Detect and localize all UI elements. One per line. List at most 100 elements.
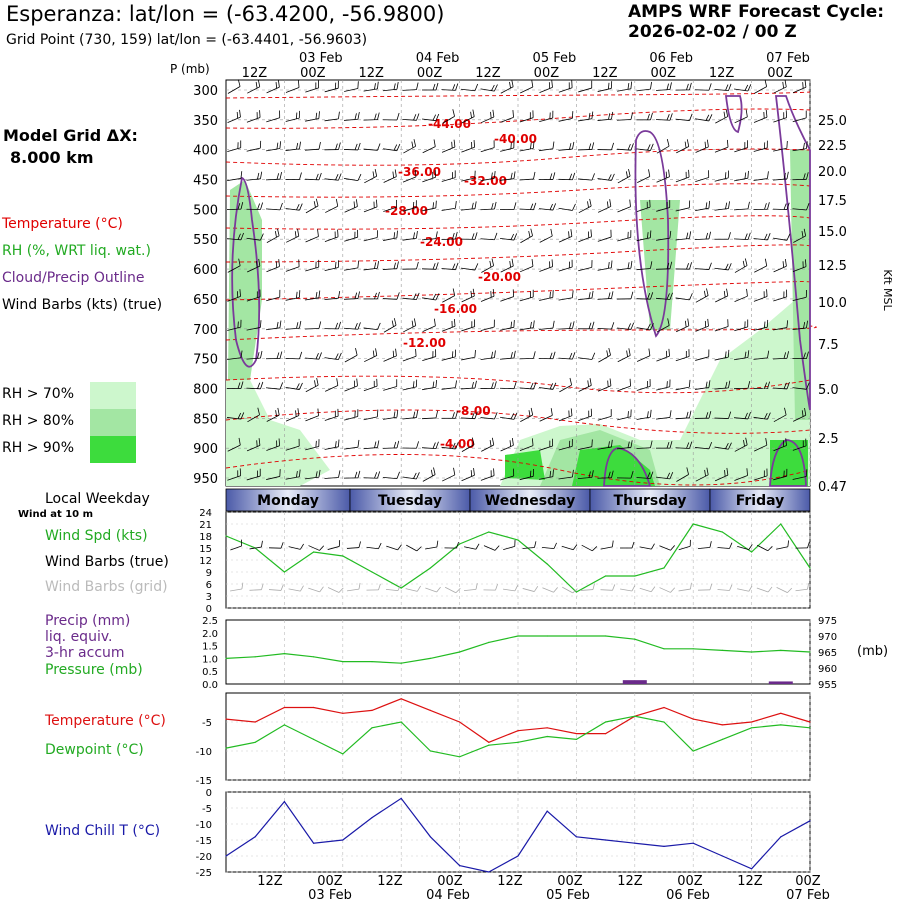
wind-barb-flag <box>591 173 595 181</box>
surface-wind-barb <box>522 541 537 549</box>
wind-barb <box>753 171 769 181</box>
wind-barb-flag <box>494 232 498 240</box>
wind-barb-flag <box>452 232 455 240</box>
wind-barb <box>305 469 321 480</box>
wind-barb-shaft <box>480 177 495 182</box>
wind-barb <box>266 259 280 273</box>
wind-barb-flag <box>432 442 436 449</box>
wind-barb-shaft <box>597 328 612 330</box>
legend-rh80-swatch <box>90 409 136 436</box>
wind-barb-flag <box>491 84 495 91</box>
wind-barb-flag <box>708 83 712 91</box>
wind-barb-flag <box>708 231 712 239</box>
wind-barb <box>324 439 340 450</box>
wind-barb-flag <box>627 441 630 448</box>
rh-shading <box>640 200 680 330</box>
wind-barb-flag <box>549 440 551 447</box>
wind-barb-flag <box>728 263 732 271</box>
wind-barb-flag <box>550 228 553 237</box>
wind-barb-flag <box>396 112 400 121</box>
wind-barb <box>500 320 515 331</box>
grid-wind-barb <box>308 586 324 593</box>
wind-barb-shaft <box>500 265 514 273</box>
data-point <box>605 575 607 577</box>
wind-barb-flag <box>786 381 790 390</box>
wind-barb <box>324 142 341 151</box>
wind-barb-flag <box>630 409 632 417</box>
wind-barb-flag <box>279 320 282 328</box>
wind-barb <box>500 412 518 420</box>
wind-barb <box>363 230 378 242</box>
wind-barb-flag <box>275 410 277 417</box>
height-tick-label: 0.47 <box>818 480 847 495</box>
wind-barb-flag <box>747 319 749 327</box>
wind-barbs-true-label: Wind Barbs (true) <box>45 554 169 570</box>
grid-wind-barb <box>405 585 421 592</box>
wind-barb <box>227 289 241 302</box>
wind-barb <box>363 378 378 392</box>
wind-barb-shaft <box>676 474 689 482</box>
grid-wind-barb <box>347 582 361 592</box>
wind-barb-flag <box>572 203 576 211</box>
wind-barb-flag <box>374 441 377 448</box>
wind-barb-flag <box>764 203 767 210</box>
wind-barb <box>675 113 693 121</box>
wind-barb <box>305 290 321 301</box>
data-point <box>283 801 285 803</box>
wind-barb-shaft <box>402 355 417 362</box>
wind-barb-flag <box>689 293 693 301</box>
pressure-tick-label: 750 <box>193 353 218 368</box>
wind-barb-shaft <box>753 147 768 152</box>
data-point <box>488 871 490 873</box>
data-point <box>313 656 315 658</box>
wind-barb <box>227 381 244 389</box>
wind-barb <box>753 202 770 210</box>
data-point <box>342 712 344 714</box>
wind-barb <box>344 409 359 421</box>
wind-barb-shaft <box>617 237 631 242</box>
wind-barb-flag <box>807 582 810 590</box>
wind-barb <box>793 408 807 422</box>
wind-barb-shaft <box>734 326 748 332</box>
surface-wind-barb <box>249 540 263 550</box>
wind-barb-shaft <box>480 295 495 302</box>
wind-barb-flag <box>354 410 356 418</box>
wind-barb-flag <box>393 262 396 269</box>
wind-barb-flag <box>260 350 263 359</box>
wind-barb-flag <box>569 322 572 329</box>
wind-barb <box>285 141 301 151</box>
wind-barb <box>382 292 400 300</box>
wind-barb-shaft <box>776 587 788 593</box>
wind-barb-shaft <box>715 295 728 303</box>
wind-barb-shaft <box>461 444 475 453</box>
surface-wind-barb <box>561 544 578 551</box>
top-time-tick: 12Z <box>709 66 735 81</box>
wind-barb-flag <box>611 111 614 120</box>
wind-barb <box>324 80 339 93</box>
y-tick-label: -25 <box>196 868 212 879</box>
wind-barb-flag <box>725 381 728 389</box>
wind-barb-flag <box>568 410 570 417</box>
data-point <box>575 733 578 735</box>
wind-barb-shaft <box>500 444 514 452</box>
wind-barb-flag <box>338 142 341 150</box>
wind-barb <box>734 170 749 182</box>
wind-barb-shaft <box>422 207 436 212</box>
top-time-tick: 12Z <box>242 66 268 81</box>
pressure-tick-label: 400 <box>193 144 218 159</box>
wind-barb-flag <box>571 259 573 268</box>
wind-barb <box>500 438 514 452</box>
y-tick-label: 6 <box>206 580 212 591</box>
bottom-time-tick: 00Z <box>677 874 703 889</box>
wind-barb <box>442 288 456 303</box>
wind-barb-shaft <box>577 178 593 181</box>
wind-barb-shaft <box>285 266 300 272</box>
wind-barb-shaft <box>617 416 631 421</box>
wind-barb-flag <box>474 411 478 419</box>
wind-barb-shaft <box>675 207 690 212</box>
data-point <box>663 648 665 650</box>
wind-barb-flag <box>261 583 264 590</box>
wind-barb-flag <box>455 380 457 388</box>
wind-barb-shaft <box>754 86 767 94</box>
wind-barb-flag <box>568 261 570 268</box>
